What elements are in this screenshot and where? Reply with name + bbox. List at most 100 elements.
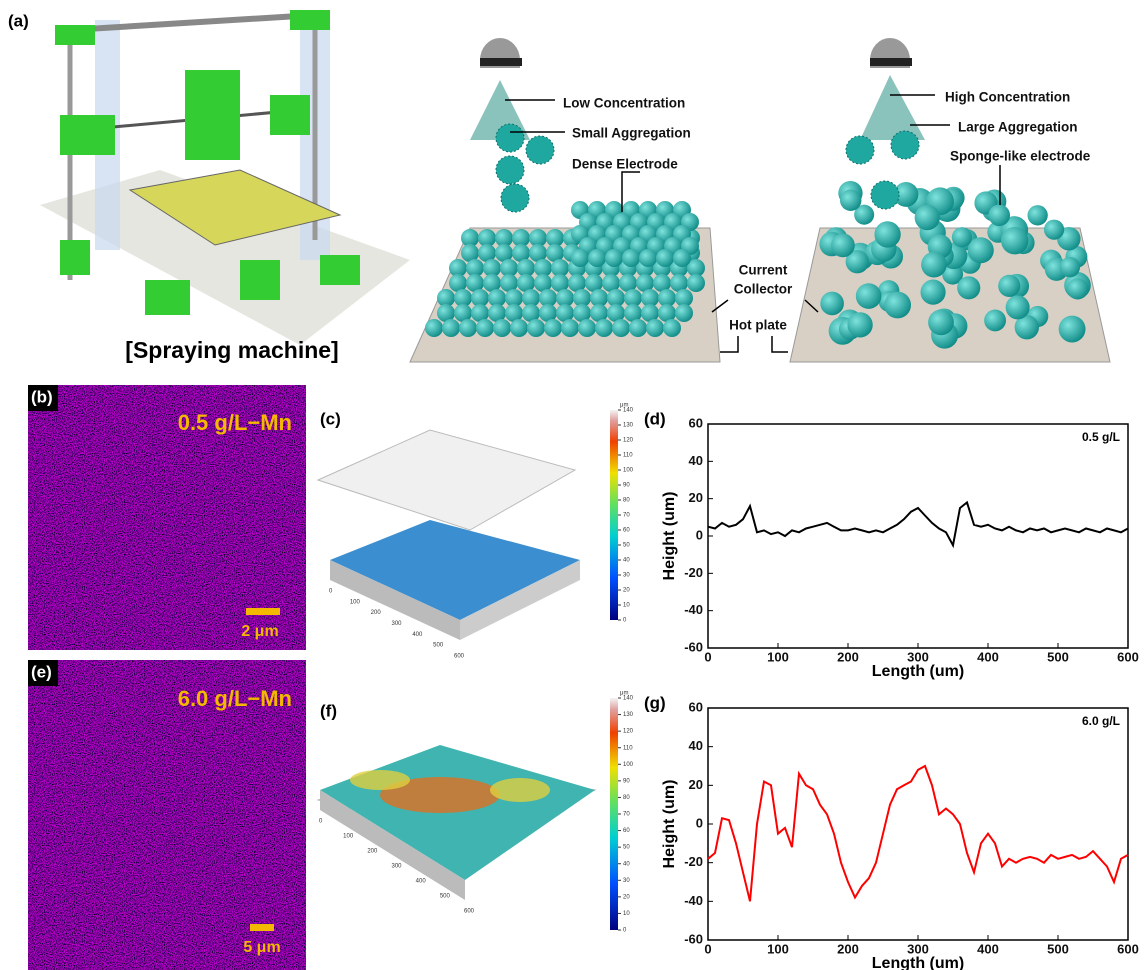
- particle: [510, 319, 528, 337]
- particle: [675, 304, 693, 322]
- y-tick-label: -40: [684, 602, 703, 617]
- x-tick-label: 200: [837, 941, 859, 956]
- colorbar: [610, 410, 618, 620]
- surface-tick-label: 0: [329, 589, 333, 595]
- particle: [820, 292, 844, 316]
- panel-label: (e): [31, 662, 52, 681]
- y-tick-label: 0: [696, 815, 703, 830]
- surface-plot: [318, 745, 595, 900]
- annotation: Hot plate: [729, 318, 787, 333]
- colorbar-tick-label: 40: [623, 861, 630, 867]
- particle: [629, 319, 647, 337]
- colorbar-tick-label: 110: [623, 453, 633, 459]
- annotation: High Concentration: [945, 90, 1070, 105]
- data-line: [708, 766, 1128, 901]
- x-tick-label: 300: [907, 649, 929, 664]
- particle: [571, 249, 589, 267]
- particle: [998, 275, 1020, 297]
- panel-label: (c): [320, 409, 341, 428]
- surface-tick-label: 100: [350, 599, 361, 605]
- colorbar-tick-label: 50: [623, 845, 630, 851]
- aggregate: [891, 131, 919, 159]
- x-tick-label: 400: [977, 649, 999, 664]
- particle: [840, 190, 861, 211]
- panel-label: (a): [8, 11, 29, 30]
- colorbar-tick-label: 130: [623, 423, 634, 429]
- particle: [928, 309, 954, 335]
- aggregate: [496, 156, 524, 184]
- data-line: [708, 502, 1128, 545]
- colorbar-tick-label: 40: [623, 558, 630, 564]
- map-title: 0.5 g/L−Mn: [178, 410, 292, 435]
- colorbar-tick-label: 10: [623, 911, 630, 917]
- annotation: Dense Electrode: [572, 157, 678, 172]
- particle: [1059, 316, 1086, 343]
- particle: [578, 319, 596, 337]
- particle: [493, 319, 511, 337]
- particle: [588, 249, 606, 267]
- y-tick-label: -40: [684, 893, 703, 908]
- figure: (a) [Spraying machine] Low Concentration…: [0, 0, 1146, 970]
- surface-tick-label: 300: [392, 621, 403, 627]
- y-tick-label: 40: [689, 453, 703, 468]
- caption: [Spraying machine]: [125, 337, 338, 363]
- particle: [988, 204, 1010, 226]
- particle: [639, 249, 657, 267]
- colorbar-tick-label: 30: [623, 878, 630, 884]
- y-tick-label: -20: [684, 854, 703, 869]
- panel-label: (d): [644, 409, 666, 428]
- colorbar-tick-label: 80: [623, 795, 630, 801]
- surface-tick-label: 400: [416, 879, 427, 885]
- y-tick-label: 60: [689, 699, 703, 714]
- colorbar-tick-label: 80: [623, 498, 630, 504]
- colorbar-tick-label: 20: [623, 894, 630, 900]
- x-tick-label: 100: [767, 649, 789, 664]
- panel-label: (f): [320, 701, 337, 720]
- x-tick-label: 100: [767, 941, 789, 956]
- particle: [856, 283, 882, 309]
- y-tick-label: 20: [689, 490, 703, 505]
- particle: [612, 319, 630, 337]
- colorbar-tick-label: 30: [623, 573, 630, 579]
- colorbar-tick-label: 110: [623, 745, 633, 751]
- colorbar-tick-label: 60: [623, 828, 630, 834]
- particle: [884, 292, 911, 319]
- particle: [442, 319, 460, 337]
- colorbar-tick-label: 130: [623, 712, 634, 718]
- particle: [1001, 227, 1028, 254]
- printer-illustration: [40, 10, 410, 345]
- plot-frame: [708, 424, 1128, 648]
- particle: [425, 319, 443, 337]
- particle: [656, 249, 674, 267]
- colorbar-tick-label: 70: [623, 812, 630, 818]
- particle: [476, 319, 494, 337]
- aggregate: [526, 136, 554, 164]
- surface-tick-label: 100: [343, 834, 354, 840]
- x-tick-label: 300: [907, 941, 929, 956]
- particle: [957, 276, 980, 299]
- y-tick-label: 20: [689, 777, 703, 792]
- colorbar-tick-label: 90: [623, 483, 630, 489]
- colorbar-tick-label: 60: [623, 528, 630, 534]
- colorbar-tick-label: 120: [623, 729, 634, 735]
- colorbar-tick-label: 50: [623, 543, 630, 549]
- y-tick-label: -60: [684, 639, 703, 654]
- x-tick-label: 0: [704, 941, 711, 956]
- y-axis-label: Height (um): [661, 780, 678, 869]
- colorbar-tick-label: 0: [623, 928, 627, 934]
- map-title: 6.0 g/L−Mn: [178, 686, 292, 711]
- particle: [1027, 205, 1047, 225]
- surface-plot: [318, 430, 580, 640]
- y-tick-label: -20: [684, 565, 703, 580]
- surface-tick-label: 300: [392, 864, 403, 870]
- colorbar-tick-label: 10: [623, 603, 630, 609]
- colorbar-tick-label: 20: [623, 588, 630, 594]
- annotation: Small Aggregation: [572, 126, 691, 141]
- particle: [527, 319, 545, 337]
- annotation: 6.0 g/L: [1082, 714, 1120, 728]
- particle: [605, 249, 623, 267]
- colorbar-tick-label: 140: [623, 408, 634, 414]
- surface-tick-label: 200: [367, 849, 378, 855]
- particle: [921, 252, 947, 278]
- scale-label: 5 μm: [243, 939, 280, 956]
